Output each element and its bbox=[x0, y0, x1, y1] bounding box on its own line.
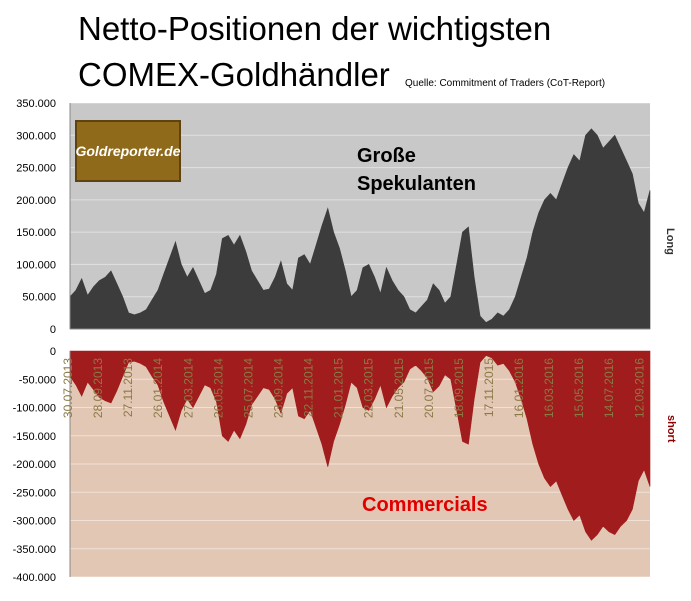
speculators-y-tick-label: 200.000 bbox=[16, 195, 56, 207]
chart-title-line1: Netto-Positionen der wichtigsten bbox=[78, 10, 552, 47]
x-tick-label: 26.01.2014 bbox=[151, 358, 165, 418]
x-tick-label: 18.09.2015 bbox=[452, 358, 466, 418]
x-tick-label: 20.07.2015 bbox=[422, 358, 436, 418]
commercials-y-tick-label: -150.000 bbox=[13, 431, 56, 443]
commercials-label: Commercials bbox=[362, 494, 488, 516]
speculators-y-tick-label: 100.000 bbox=[16, 259, 56, 271]
commercials-y-tick-label: -400.000 bbox=[13, 572, 56, 584]
commercials-y-tick-label: 0 bbox=[50, 346, 56, 358]
short-axis-label: short bbox=[665, 415, 677, 443]
commercials-y-tick-label: -50.000 bbox=[19, 374, 56, 386]
x-tick-label: 22.11.2014 bbox=[302, 358, 316, 417]
speculators-y-tick-label: 300.000 bbox=[16, 130, 56, 142]
speculators-y-tick-label: 150.000 bbox=[16, 227, 56, 239]
x-tick-label: 21.05.2015 bbox=[392, 358, 406, 418]
x-tick-label: 16.03.2016 bbox=[542, 358, 556, 418]
x-tick-label: 15.05.2016 bbox=[572, 358, 586, 418]
long-axis-label: Long bbox=[664, 228, 676, 255]
speculators-y-tick-label: 350.000 bbox=[16, 98, 56, 110]
goldreporter-logo: Goldreporter.de bbox=[75, 120, 181, 182]
x-tick-label: 21.01.2015 bbox=[332, 358, 346, 418]
commercials-series-area bbox=[69, 350, 651, 541]
x-tick-label: 26.05.2014 bbox=[211, 358, 225, 418]
speculators-label-line1: Große bbox=[357, 145, 416, 167]
x-tick-label: 25.07.2014 bbox=[241, 358, 255, 418]
logo-text: Goldreporter.de bbox=[75, 143, 181, 159]
speculators-y-tick-label: 250.000 bbox=[16, 163, 56, 175]
x-tick-label: 16.01.2016 bbox=[512, 358, 526, 418]
speculators-y-tick-label: 0 bbox=[50, 324, 56, 336]
speculators-series-area bbox=[69, 128, 651, 330]
x-tick-label: 30.07.2013 bbox=[61, 358, 75, 418]
commercials-y-tick-label: -200.000 bbox=[13, 459, 56, 471]
x-tick-label: 17.11.2015 bbox=[482, 358, 496, 417]
speculators-y-tick-label: 50.000 bbox=[22, 292, 56, 304]
commercials-y-tick-label: -250.000 bbox=[13, 487, 56, 499]
commercials-y-tick-label: -350.000 bbox=[13, 544, 56, 556]
x-tick-label: 23.09.2014 bbox=[271, 358, 285, 418]
x-tick-label: 22.03.2015 bbox=[362, 358, 376, 418]
commercials-y-tick-label: -100.000 bbox=[13, 403, 56, 415]
source-note: Quelle: Commitment of Traders (CoT-Repor… bbox=[405, 78, 606, 89]
x-tick-label: 12.09.2016 bbox=[632, 358, 646, 418]
speculators-label: Große Spekulanten bbox=[357, 142, 476, 198]
chart-title-line2: COMEX-Goldhändler bbox=[78, 56, 390, 93]
x-tick-label: 28.09.2013 bbox=[91, 358, 105, 418]
speculators-label-line2: Spekulanten bbox=[357, 173, 476, 195]
x-tick-label: 14.07.2016 bbox=[602, 358, 616, 418]
commercials-y-tick-label: -300.000 bbox=[13, 516, 56, 528]
x-tick-label: 27.11.2013 bbox=[121, 358, 135, 417]
x-tick-label: 27.03.2014 bbox=[181, 358, 195, 418]
